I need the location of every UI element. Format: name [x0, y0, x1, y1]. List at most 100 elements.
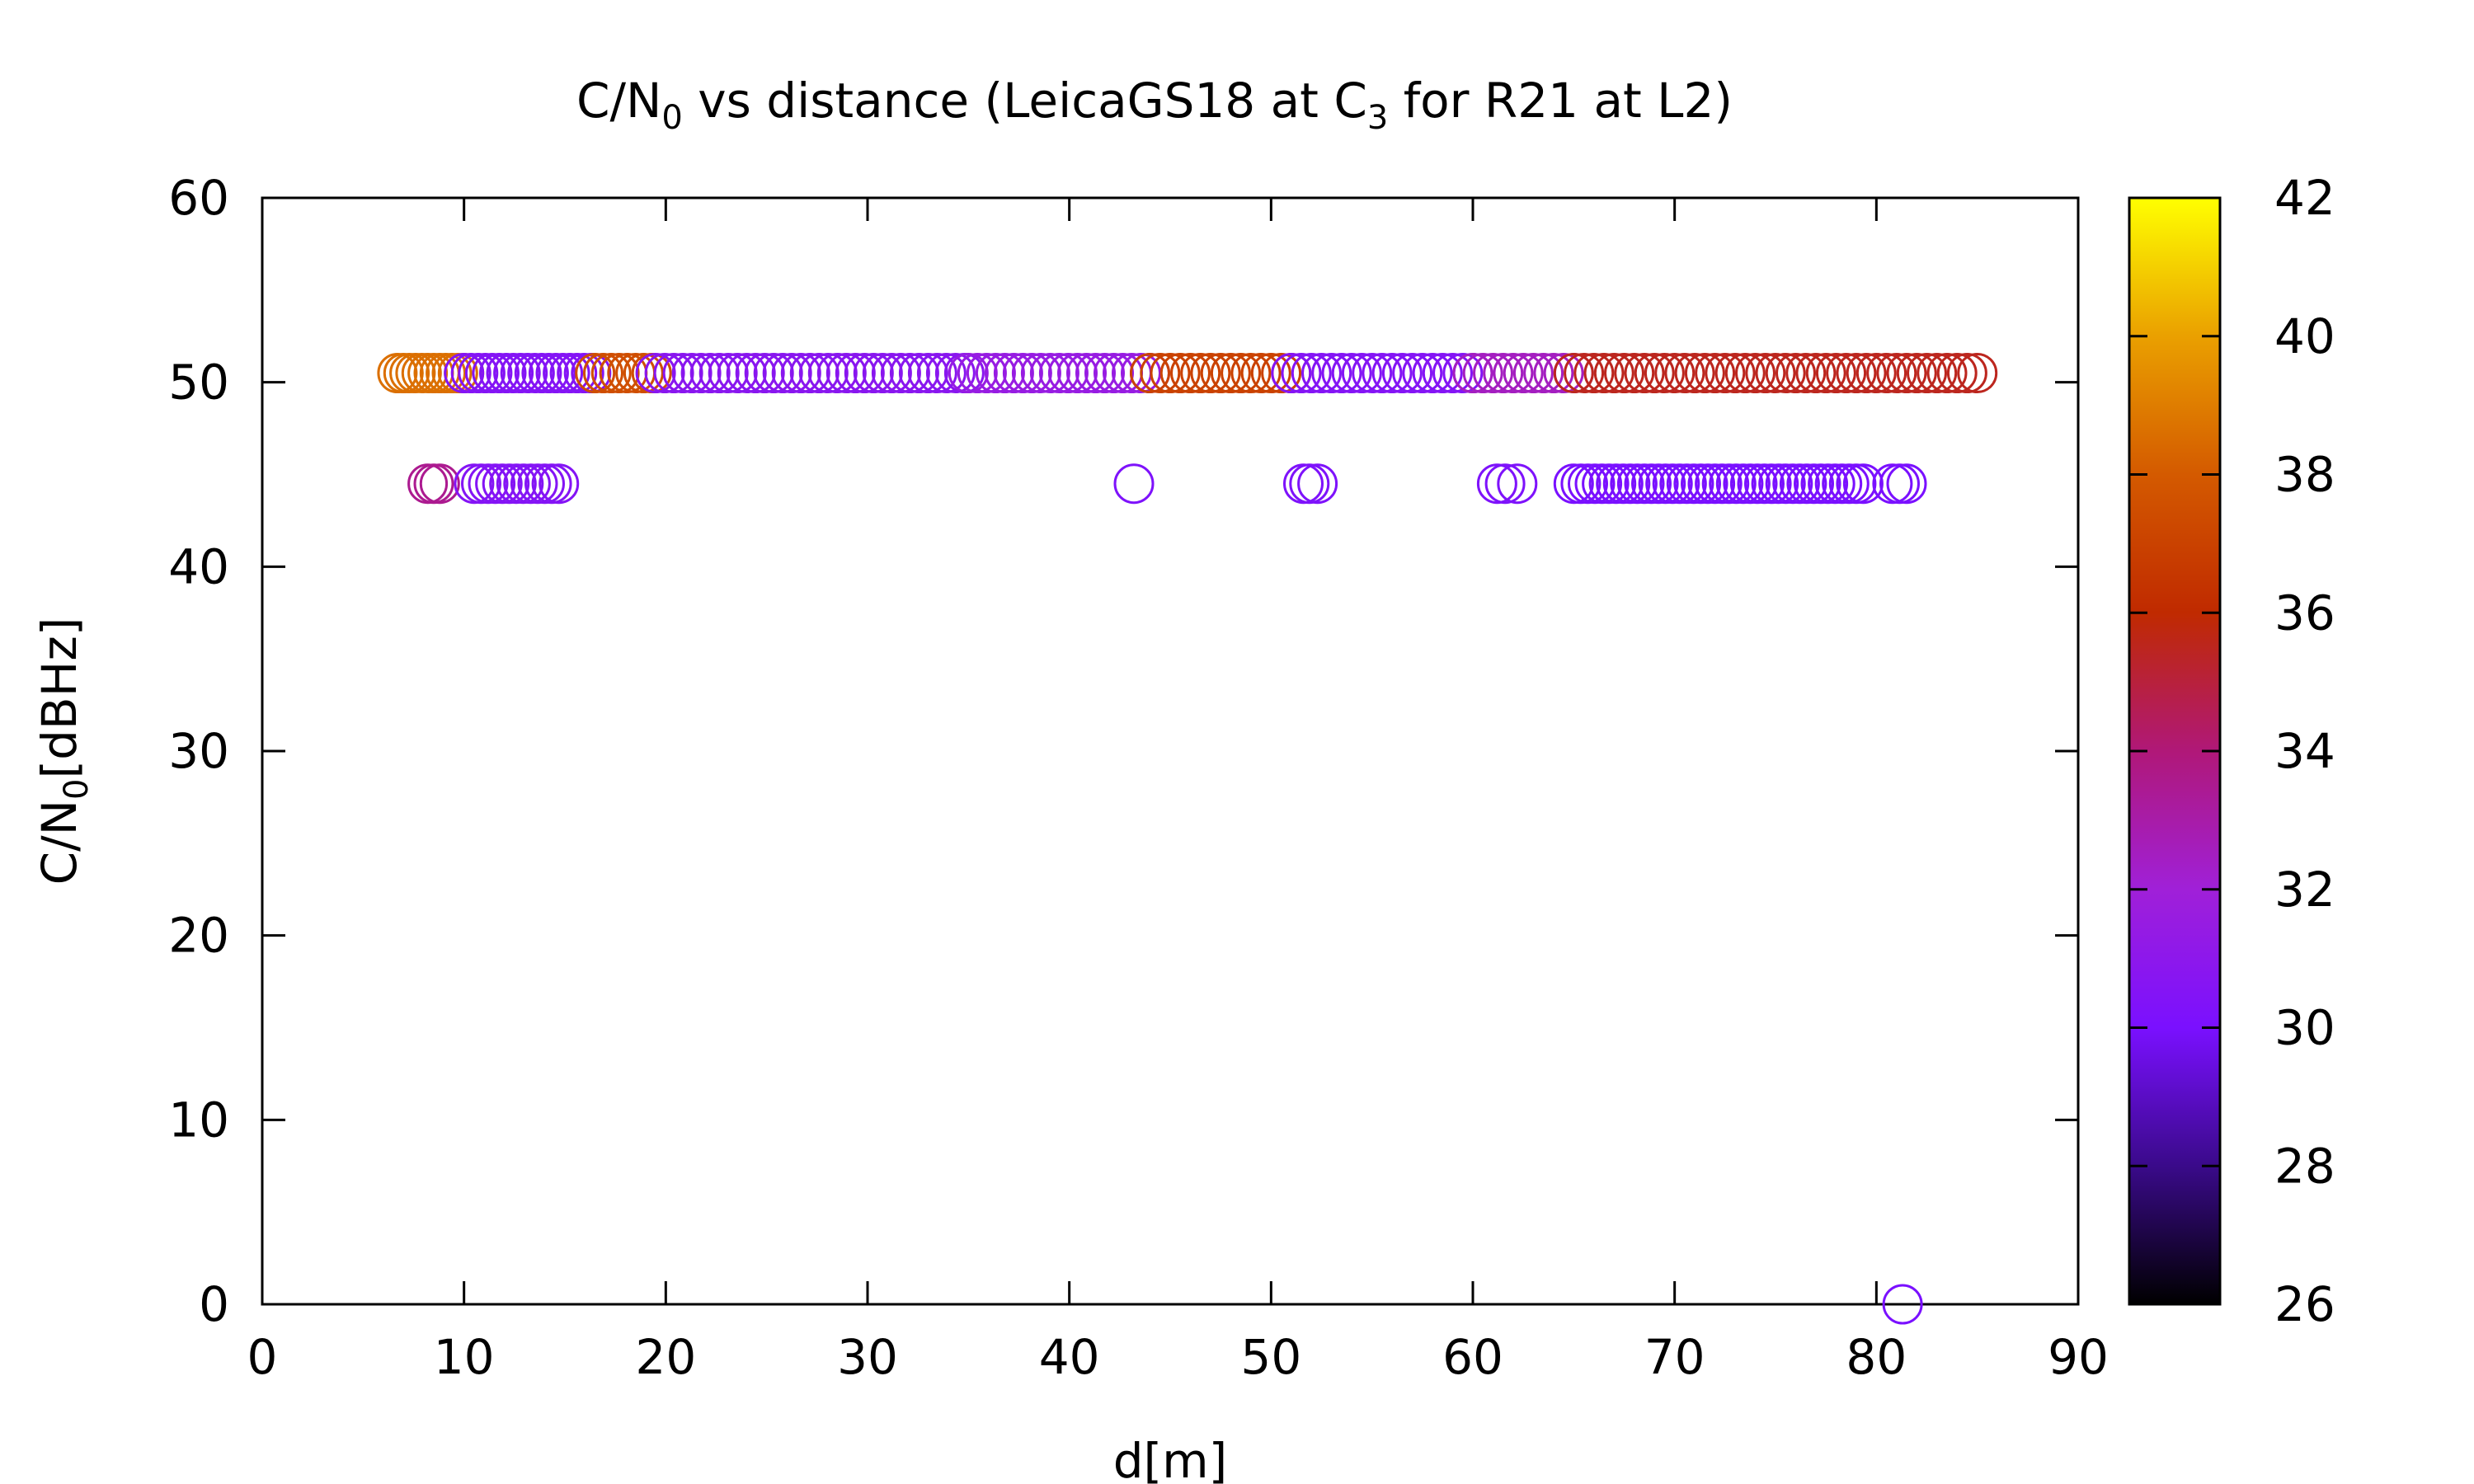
chart-title-part: vs distance (LeicaGS18 at C	[683, 73, 1367, 129]
data-point	[1652, 463, 1693, 505]
data-point	[1815, 353, 1856, 393]
data-point	[1341, 353, 1382, 393]
data-point	[653, 353, 694, 393]
plot-area: 0 10 20 30 40 50 60 70 80 90 0 10 20 30 40 50 60	[168, 170, 2109, 1385]
data-point	[1776, 353, 1816, 393]
data-point	[500, 353, 541, 393]
data-point	[1503, 353, 1544, 393]
data-point	[1805, 353, 1846, 393]
data-point	[1321, 353, 1362, 393]
data-point	[1926, 353, 1968, 393]
data-point	[1250, 353, 1291, 393]
data-point	[1631, 463, 1672, 505]
data-point	[1210, 353, 1251, 393]
data-point	[1588, 463, 1630, 505]
data-point	[1882, 1284, 1923, 1325]
data-point	[503, 463, 544, 505]
data-point	[1442, 353, 1484, 393]
data-point	[486, 353, 527, 393]
y-tick-label: 30	[168, 723, 229, 779]
data-point	[934, 353, 976, 393]
data-point	[1826, 353, 1867, 393]
data-point	[1011, 353, 1052, 393]
data-point	[1574, 463, 1616, 505]
colorbar-tick-label: 40	[2274, 308, 2335, 364]
data-point	[1744, 463, 1785, 505]
chart-title-part: for R21 at L2)	[1388, 73, 1733, 129]
data-point	[1842, 463, 1884, 505]
data-point	[880, 353, 921, 393]
data-point	[1230, 353, 1272, 393]
data-point	[549, 353, 590, 393]
data-point	[1200, 353, 1241, 393]
data-point	[853, 353, 894, 393]
x-tick-label: 90	[2048, 1329, 2109, 1385]
data-point	[662, 353, 703, 393]
data-point	[698, 353, 740, 393]
colorbar-tick-label: 42	[2274, 170, 2335, 226]
colorbar-tick-label: 26	[2274, 1276, 2335, 1332]
data-point	[1957, 353, 1998, 393]
data-point	[1638, 463, 1679, 505]
colorbar-tick-label: 28	[2274, 1138, 2335, 1194]
data-point	[1301, 353, 1342, 393]
data-point	[1512, 353, 1554, 393]
data-point	[623, 353, 664, 393]
data-point	[1917, 353, 1958, 393]
data-point	[1659, 463, 1700, 505]
data-point	[1808, 463, 1849, 505]
data-point	[1794, 463, 1834, 505]
data-point	[472, 353, 513, 393]
data-point	[1180, 353, 1221, 393]
data-point	[844, 353, 885, 393]
colorbar-tick-label: 30	[2274, 1000, 2335, 1056]
data-point	[993, 353, 1034, 393]
data-point	[1476, 463, 1517, 505]
data-point	[671, 353, 713, 393]
data-point	[1029, 353, 1070, 393]
data-point	[1729, 463, 1771, 505]
data-point	[444, 353, 485, 393]
y-axis-label: C/N0[dBHz]	[31, 618, 96, 885]
y-tick-label: 20	[168, 908, 229, 964]
data-point	[514, 353, 555, 393]
data-point	[1785, 353, 1827, 393]
data-point	[1493, 353, 1534, 393]
data-point	[1352, 353, 1393, 393]
data-point	[1836, 353, 1877, 393]
data-point	[1664, 353, 1705, 393]
data-point	[1644, 353, 1685, 393]
data-point	[1452, 353, 1493, 393]
data-point	[1724, 353, 1766, 393]
data-point	[1737, 463, 1778, 505]
data-point	[635, 353, 676, 393]
x-tick-label: 50	[1240, 1329, 1301, 1385]
data-point	[689, 353, 731, 393]
data-point	[948, 353, 989, 393]
data-point	[717, 353, 758, 393]
data-point	[1582, 463, 1623, 505]
data-point	[744, 353, 785, 393]
data-point	[1674, 353, 1715, 393]
data-point	[871, 353, 912, 393]
data-point	[825, 353, 867, 393]
x-tick-label: 10	[434, 1329, 495, 1385]
data-point	[1593, 353, 1634, 393]
data-point	[1094, 353, 1134, 393]
y-axis-label-part: C/N	[31, 800, 87, 885]
data-point	[1634, 353, 1675, 393]
data-point	[1814, 463, 1856, 505]
colorbar-tick-label: 38	[2274, 447, 2335, 503]
data-point	[1624, 353, 1665, 393]
data-point	[1822, 463, 1863, 505]
data-point	[1020, 353, 1061, 393]
data-point	[1140, 353, 1181, 393]
data-points	[377, 353, 1998, 1325]
data-point	[898, 353, 939, 393]
data-point	[496, 463, 537, 505]
data-point	[1604, 353, 1644, 393]
y-tick-label: 0	[199, 1276, 229, 1332]
data-point	[1673, 463, 1714, 505]
data-point	[1497, 463, 1538, 505]
